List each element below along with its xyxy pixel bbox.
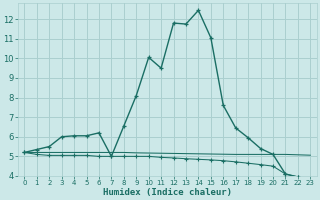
X-axis label: Humidex (Indice chaleur): Humidex (Indice chaleur) — [103, 188, 232, 197]
